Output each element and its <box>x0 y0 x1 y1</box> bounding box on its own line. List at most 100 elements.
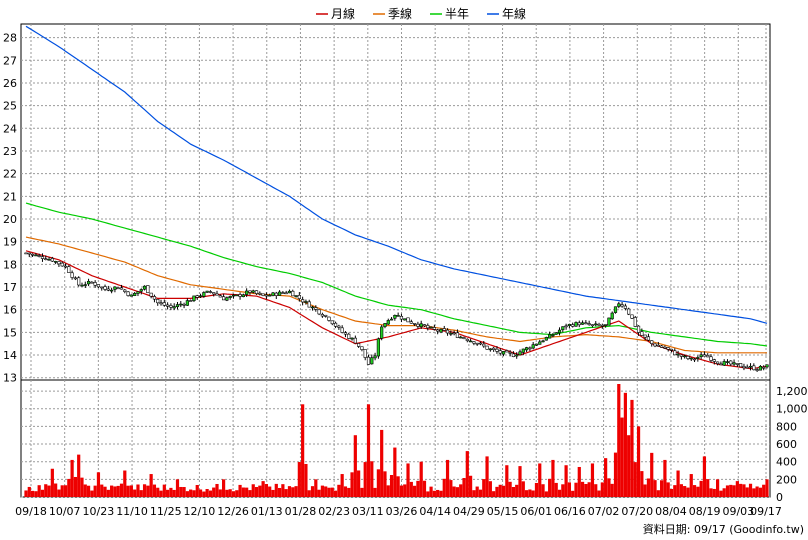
candle-body <box>185 300 189 306</box>
volume-bar <box>245 487 249 497</box>
volume-bar <box>633 462 637 497</box>
volume-bar <box>706 479 710 497</box>
candle-body <box>597 323 601 326</box>
candle-body <box>712 359 716 362</box>
volume-bar <box>366 404 371 497</box>
volume-bar <box>561 484 565 497</box>
volume-bar <box>557 489 562 497</box>
candle-body <box>656 344 660 347</box>
candle-body <box>604 324 608 326</box>
volume-bar <box>653 480 657 497</box>
candle-body <box>617 303 621 307</box>
candle-body <box>643 334 647 338</box>
candle-body <box>310 306 315 309</box>
volume-bar <box>152 484 157 497</box>
volume-bar <box>386 485 390 497</box>
volume-bar <box>284 489 288 497</box>
y-tick-label: 13 <box>3 372 17 385</box>
candle-body <box>640 331 644 336</box>
volume-bar <box>538 463 542 497</box>
candle-body <box>409 321 413 324</box>
volume-bar <box>475 486 479 497</box>
candle-body <box>660 345 664 348</box>
legend: 月線 季線 半年 年線 <box>316 6 526 21</box>
candle-body <box>169 305 173 308</box>
candle-body <box>739 363 743 368</box>
candle-body <box>732 362 736 365</box>
volume-bar <box>758 487 763 497</box>
candle-body <box>222 296 226 301</box>
volume-bar <box>692 485 697 497</box>
y-tick-label: 21 <box>3 190 17 203</box>
candle-body <box>449 332 453 335</box>
volume-bar <box>719 490 723 497</box>
candle-body <box>686 355 690 359</box>
candle-body <box>706 355 710 358</box>
volume-bar <box>222 479 226 497</box>
volume-bar <box>50 468 54 497</box>
candle-body <box>584 322 588 325</box>
candle-body <box>37 255 41 257</box>
candle-body <box>40 256 45 259</box>
candle-body <box>261 293 265 296</box>
volume-bar <box>396 476 400 497</box>
candle-body <box>327 316 331 321</box>
candle-body <box>330 320 334 325</box>
candle-body <box>225 297 229 301</box>
candle-body <box>729 360 733 365</box>
candle-body <box>505 350 509 353</box>
volume-bar <box>113 486 117 497</box>
volume-bar <box>413 485 417 497</box>
candle-body <box>465 338 469 341</box>
volume-bar <box>590 463 595 497</box>
candle-body <box>116 287 120 290</box>
volume-bar <box>716 479 720 497</box>
candle-body <box>264 294 269 297</box>
volume-bar <box>373 487 377 497</box>
candle-body <box>370 357 374 365</box>
candle-body <box>189 300 193 302</box>
candle-body <box>156 299 160 304</box>
candle-body <box>139 289 143 292</box>
candle-body <box>77 277 81 286</box>
volume-bar <box>587 482 591 497</box>
volume-bar <box>37 485 41 497</box>
volume-bar <box>623 392 627 497</box>
y-tick-label: 20 <box>3 213 17 226</box>
candle-body <box>416 323 420 327</box>
candle-body <box>699 354 703 358</box>
volume-bar <box>202 491 206 497</box>
volume-bar <box>722 488 726 497</box>
candle-body <box>485 345 489 350</box>
volume-bar <box>663 459 667 497</box>
volume-bar <box>482 479 486 497</box>
volume-bar <box>597 490 601 497</box>
candle-body <box>34 254 38 257</box>
candle-body <box>373 355 377 359</box>
candle-body <box>57 261 61 265</box>
volume-bar <box>600 482 604 497</box>
candle-body <box>745 366 749 369</box>
candle-body <box>439 329 443 333</box>
candle-body <box>452 332 456 335</box>
volume-bar <box>333 490 338 497</box>
candle-body <box>557 329 562 334</box>
candle-body <box>607 317 611 326</box>
candle-body <box>554 332 558 335</box>
candle-body <box>752 365 756 371</box>
volume-bar <box>636 426 641 497</box>
candle-body <box>492 347 496 350</box>
volume-bar <box>363 462 367 497</box>
volume-bar <box>429 486 433 497</box>
volume-bar <box>301 404 305 497</box>
volume-bar <box>399 485 404 497</box>
volume-bar <box>324 486 328 497</box>
volume-bar <box>610 483 614 497</box>
volume-bar <box>175 479 180 497</box>
candle-body <box>110 289 114 292</box>
volume-bar <box>676 470 680 497</box>
volume-bar <box>30 490 35 497</box>
volume-bar <box>40 489 45 497</box>
volume-bar <box>620 417 624 497</box>
candle-body <box>317 309 321 315</box>
